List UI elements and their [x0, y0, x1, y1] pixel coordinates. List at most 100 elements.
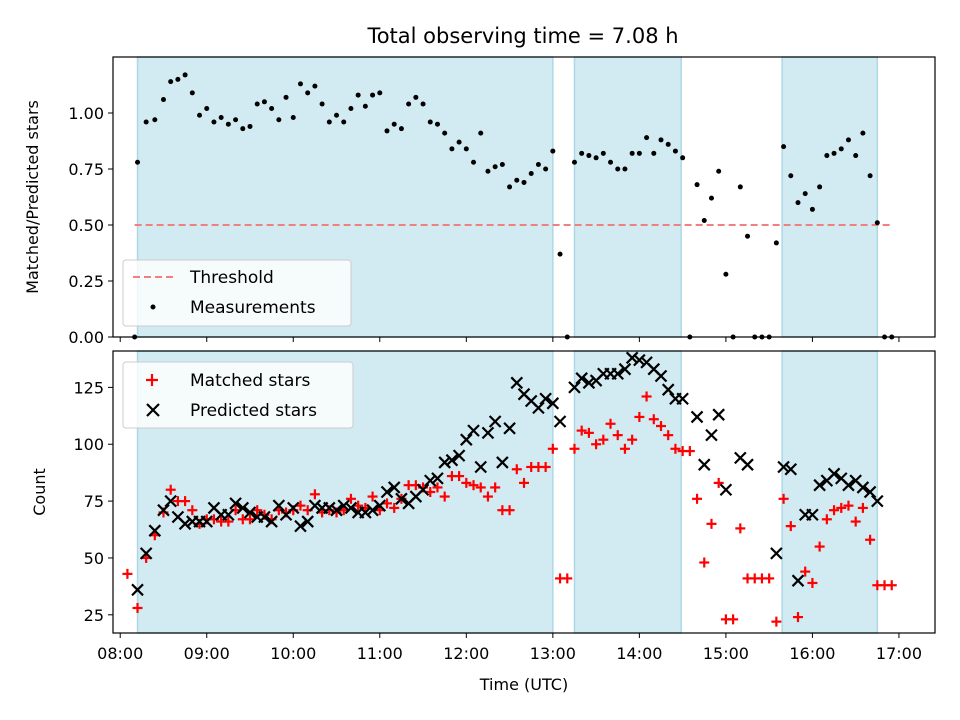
ratio-x-ticks [119, 337, 900, 342]
ratio-point-6 [175, 76, 181, 82]
matched-point-42 [432, 482, 443, 493]
predicted-point-2 [148, 524, 162, 537]
matched-point-94 [807, 577, 818, 588]
matched-point-70 [634, 411, 645, 422]
predicted-point-57 [546, 397, 560, 410]
matched-point-88 [764, 573, 775, 584]
chart-title: Total observing time = 7.08 h [366, 24, 678, 48]
matched-point-13 [223, 516, 234, 527]
predicted-point-87 [806, 508, 819, 522]
ratio-point-1 [135, 159, 141, 165]
x-tick-label-0: 08:00 [97, 644, 143, 663]
predicted-point-49 [488, 415, 502, 428]
ratio-point-63 [586, 153, 592, 159]
ratio-point-71 [644, 135, 650, 141]
ratio-point-100 [853, 153, 859, 159]
predicted-point-26 [323, 501, 336, 515]
predicted-point-32 [366, 503, 379, 517]
matched-point-89 [771, 616, 782, 627]
observing-interval-2 [781, 56, 879, 338]
matched-point-58 [547, 443, 558, 454]
ratio-point-84 [737, 184, 743, 190]
matched-point-67 [612, 430, 623, 441]
matched-point-84 [735, 523, 746, 534]
matched-point-48 [475, 482, 486, 493]
ratio-point-99 [845, 137, 851, 143]
matched-point-43 [439, 491, 450, 502]
predicted-point-3 [157, 503, 170, 517]
y-tick-label-1: 0.25 [68, 272, 104, 291]
observing-interval-2 [781, 350, 879, 634]
predicted-point-1 [139, 547, 153, 560]
ratio-point-28 [334, 112, 340, 118]
ratio-point-82 [723, 271, 729, 277]
matched-point-23 [295, 500, 306, 511]
predicted-point-4 [164, 494, 177, 508]
observing-interval-1 [573, 56, 682, 338]
predicted-point-82 [770, 547, 783, 560]
count-y-ticks: 25 50 75 100 125 [73, 378, 113, 625]
ratio-point-3 [152, 117, 158, 123]
predicted-point-83 [777, 460, 790, 474]
matched-point-90 [778, 493, 789, 504]
predicted-point-79 [719, 483, 733, 497]
matched-point-46 [461, 477, 472, 488]
ratio-point-78 [694, 182, 700, 188]
predicted-point-58 [553, 415, 567, 428]
ratio-point-101 [860, 130, 866, 136]
y-tick-label-0: 0.00 [68, 328, 104, 347]
ratio-point-16 [247, 123, 253, 129]
ratio-point-64 [593, 155, 599, 161]
ratio-point-67 [615, 166, 621, 172]
matched-point-7 [180, 496, 191, 507]
matched-point-93 [800, 566, 811, 577]
ratio-point-11 [211, 119, 217, 125]
predicted-point-9 [200, 515, 214, 528]
count-y-axis-label: Count [30, 468, 49, 516]
ratio-point-44 [449, 146, 455, 152]
ratio-point-48 [478, 130, 484, 136]
ratio-point-4 [160, 97, 166, 103]
predicted-point-68 [633, 353, 646, 367]
y-tick-label-4: 1.00 [68, 104, 104, 123]
matched-point-91 [785, 521, 796, 532]
count-legend-box [122, 361, 354, 429]
ratio-point-54 [521, 179, 527, 185]
y-tick-label-0: 25 [84, 606, 104, 625]
matched-point-95 [814, 541, 825, 552]
matched-point-25 [309, 489, 320, 500]
matched-point-0 [122, 568, 133, 579]
ratio-point-21 [283, 94, 289, 100]
ratio-point-22 [290, 114, 296, 120]
ratio-legend: Threshold Measurements [122, 259, 352, 327]
x-tick-label-9: 17:00 [876, 644, 922, 663]
ratio-point-98 [838, 146, 844, 152]
ratio-point-80 [708, 195, 714, 201]
predicted-point-12 [222, 508, 235, 522]
ratio-point-30 [348, 106, 354, 112]
ratio-point-91 [788, 173, 794, 179]
matched-point-50 [490, 482, 501, 493]
predicted-point-90 [827, 467, 841, 481]
predicted-point-43 [445, 453, 459, 467]
predicted-point-61 [582, 376, 596, 390]
ratio-point-66 [608, 159, 614, 165]
x-tick-label-6: 14:00 [616, 644, 662, 663]
ratio-point-18 [261, 99, 267, 105]
ratio-point-103 [874, 220, 880, 226]
predicted-point-76 [697, 458, 711, 471]
count-x-ticks: 08:00 09:00 10:00 11:00 12:00 13:00 14:00 15:00… [97, 633, 922, 663]
count-points [122, 351, 897, 627]
ratio-point-68 [622, 166, 628, 172]
predicted-point-33 [373, 499, 387, 512]
matched-point-65 [598, 434, 609, 445]
ratio-point-13 [225, 121, 231, 127]
ratio-point-41 [427, 119, 433, 125]
predicted-point-22 [294, 519, 307, 533]
predicted-point-81 [741, 458, 754, 471]
predicted-point-39 [416, 483, 430, 497]
predicted-point-35 [387, 481, 401, 494]
predicted-point-14 [236, 501, 250, 515]
matched-point-98 [836, 502, 847, 513]
matched-point-81 [713, 477, 724, 488]
